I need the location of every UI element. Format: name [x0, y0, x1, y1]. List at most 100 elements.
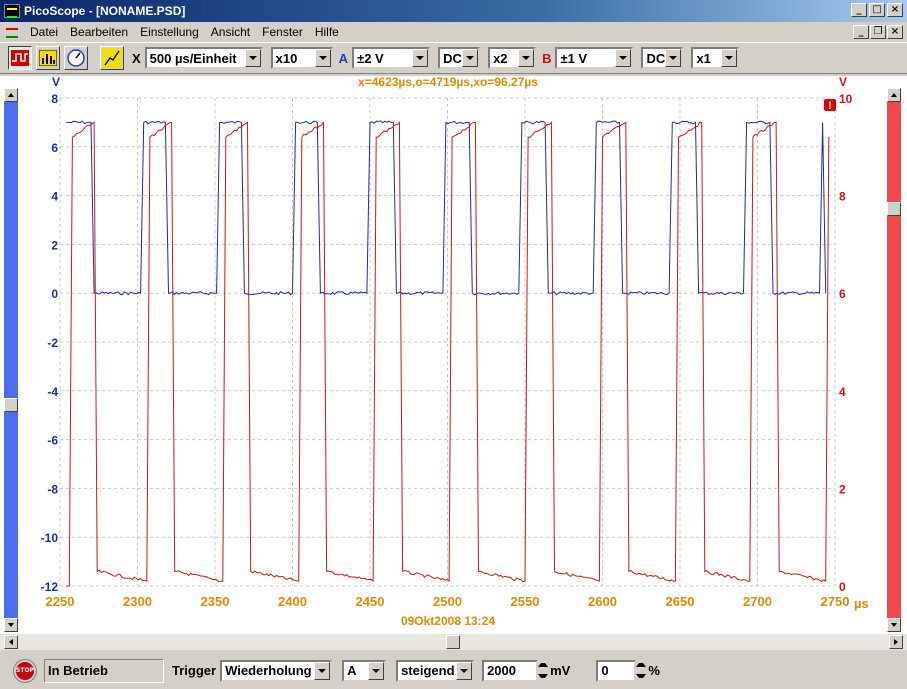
arrow-down-icon: [636, 674, 647, 678]
scope-view-button[interactable]: [8, 46, 32, 70]
channel-a-zoom-dropdown-arrow[interactable]: [518, 49, 535, 67]
channel-b-label: B: [542, 50, 552, 66]
menu-einstellung[interactable]: Einstellung: [140, 25, 199, 39]
time-scroll-left-button[interactable]: [4, 635, 18, 649]
channel-a-scroll-down-button[interactable]: [4, 618, 18, 632]
chevron-down-icon: [416, 56, 425, 60]
channel-a-range-value: ±2 V: [357, 50, 384, 66]
pre-trigger-input[interactable]: 0: [596, 659, 637, 682]
menu-datei[interactable]: Datei: [30, 25, 59, 39]
arrow-up-icon: [891, 93, 897, 97]
trigger-level-spinner[interactable]: [538, 660, 549, 682]
trigger-level-down[interactable]: [538, 671, 549, 682]
chevron-down-icon: [522, 56, 531, 60]
x-tick-label: 2350: [201, 594, 230, 609]
doc-restore-button[interactable]: ❐: [870, 25, 886, 39]
right-tick-label: 4: [839, 385, 846, 399]
right-tick-label: 8: [839, 190, 846, 204]
trigger-edge-select[interactable]: steigend: [396, 659, 475, 682]
arrow-left-icon: [9, 639, 13, 645]
trigger-mode-select[interactable]: Wiederholung: [220, 659, 333, 682]
menu-bearbeiten[interactable]: Bearbeiten: [70, 25, 129, 39]
trigger-channel-value: A: [347, 663, 357, 678]
channel-b-range-select[interactable]: ±1 V: [555, 47, 634, 69]
chevron-down-icon: [318, 56, 327, 60]
close-button[interactable]: ×: [887, 3, 903, 17]
pre-trigger-down[interactable]: [636, 671, 647, 682]
x-tick-label: 2550: [511, 594, 540, 609]
channel-b-scroll-up-button[interactable]: [887, 88, 901, 102]
trigger-channel-dropdown-arrow[interactable]: [368, 661, 385, 680]
document-icon[interactable]: [4, 24, 22, 40]
time-scroll-thumb[interactable]: [446, 635, 460, 649]
stop-button[interactable]: STOP: [14, 659, 36, 682]
trigger-level-up[interactable]: [538, 660, 549, 671]
menu-ansicht[interactable]: Ansicht: [210, 25, 251, 39]
channel-a-range-dropdown-arrow[interactable]: [412, 49, 429, 67]
channel-b-coupling-dropdown-arrow[interactable]: [665, 49, 682, 67]
channel-b-scroll-down-button[interactable]: [887, 618, 901, 632]
cursor-readout: x=4623µs,o=4719µs,xo=96.27µs: [358, 76, 538, 89]
channel-a-offset-scrollbar[interactable]: [4, 88, 18, 632]
doc-minimize-button[interactable]: _: [853, 25, 869, 39]
right-axis-ticks: 10 8 6 4 2 0: [839, 92, 853, 594]
pre-trigger-up[interactable]: [636, 660, 647, 671]
channel-a-coupling-dropdown-arrow[interactable]: [462, 49, 479, 67]
channel-a-offset-thumb[interactable]: [4, 398, 18, 412]
x-tick-label: 2600: [588, 594, 617, 609]
x-axis-unit: µs: [854, 596, 869, 611]
chevron-down-icon: [248, 56, 257, 60]
x-zoom-select[interactable]: x10: [270, 47, 333, 69]
left-tick-label: 6: [51, 141, 58, 155]
left-axis-ticks: 8 6 4 2 0 -2 -4 -6 -8 -10 -12: [41, 92, 59, 594]
timebase-select[interactable]: 500 µs/Einheit: [144, 47, 263, 69]
channel-b-zoom-select[interactable]: x1: [691, 47, 740, 69]
pre-trigger-spinner[interactable]: [636, 660, 647, 682]
channel-b-offset-thumb[interactable]: [887, 202, 901, 216]
x-zoom-dropdown-arrow[interactable]: [314, 49, 331, 67]
channel-a-range-select[interactable]: ±2 V: [352, 47, 431, 69]
minimize-button[interactable]: _: [851, 3, 867, 17]
trigger-level-value: 2000: [487, 663, 516, 678]
chevron-down-icon: [318, 668, 327, 673]
menu-fenster[interactable]: Fenster: [262, 25, 303, 39]
channel-a-zoom-select[interactable]: x2: [488, 47, 537, 69]
right-tick-label: 6: [839, 287, 846, 301]
time-scroll-right-button[interactable]: [889, 635, 903, 649]
waveform-plot[interactable]: 8 6 4 2 0 -2 -4 -6 -8 -10 -12 10 8 6 4 2 0 2250 2300 2350…: [0, 76, 907, 634]
meter-view-button[interactable]: [64, 46, 88, 70]
channel-b-offset-scrollbar[interactable]: [887, 88, 901, 632]
arrow-up-icon: [636, 663, 647, 667]
channel-a-coupling-select[interactable]: DC: [438, 47, 481, 69]
maximize-button[interactable]: □: [869, 3, 885, 17]
trigger-auto-button[interactable]: [100, 46, 124, 70]
meter-gauge-icon: [67, 49, 85, 67]
left-axis-unit: V: [52, 76, 60, 89]
channel-a-scroll-up-button[interactable]: [4, 88, 18, 102]
channel-b-coupling-select[interactable]: DC: [641, 47, 684, 69]
plot-grid: [59, 97, 836, 587]
channel-b-zoom-dropdown-arrow[interactable]: [721, 49, 738, 67]
trigger-edge-dropdown-arrow[interactable]: [456, 661, 473, 680]
channel-b-zoom-value: x1: [696, 50, 711, 66]
spectrum-view-button[interactable]: [36, 46, 60, 70]
menu-hilfe[interactable]: Hilfe: [314, 25, 339, 39]
chevron-down-icon: [619, 56, 628, 60]
pre-trigger-unit: %: [648, 663, 660, 678]
trigger-mode-dropdown-arrow[interactable]: [314, 661, 331, 680]
time-scrollbar[interactable]: [0, 634, 907, 650]
trigger-channel-select[interactable]: A: [342, 659, 387, 682]
trigger-edge-value: steigend: [401, 663, 455, 678]
menu-bar: Datei Bearbeiten Einstellung Ansicht Fen…: [0, 22, 907, 42]
timebase-dropdown-arrow[interactable]: [244, 49, 261, 67]
left-tick-label: -2: [47, 336, 58, 350]
left-tick-label: -6: [47, 434, 58, 448]
doc-close-button[interactable]: ×: [887, 25, 903, 39]
x-tick-label: 2250: [46, 594, 75, 609]
arrow-down-icon: [538, 674, 549, 678]
channel-b-range-dropdown-arrow[interactable]: [615, 49, 632, 67]
trigger-level-input[interactable]: 2000: [482, 659, 539, 682]
right-tick-label: 10: [839, 92, 853, 106]
warning-icon[interactable]: !: [824, 99, 836, 112]
chevron-down-icon: [466, 56, 475, 60]
